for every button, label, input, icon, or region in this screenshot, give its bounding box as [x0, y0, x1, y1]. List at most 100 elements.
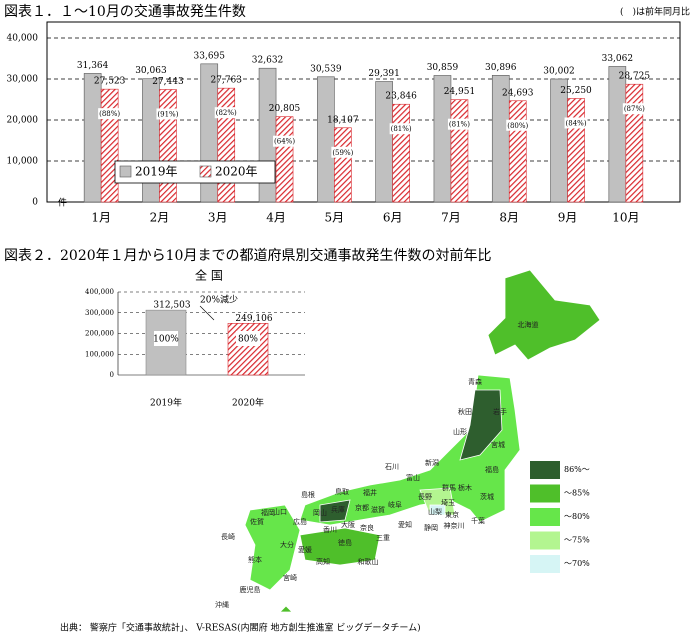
- map-shape: [299, 374, 521, 526]
- prefecture-label: 長野: [418, 493, 432, 501]
- prefecture-label: 広島: [293, 517, 307, 526]
- legend-label: ～70%: [564, 559, 590, 568]
- y-tick-label: 0: [32, 198, 38, 208]
- value-label: 25,250: [560, 86, 592, 96]
- chart2-title: 全 国: [195, 268, 223, 283]
- bar: [392, 103, 410, 203]
- y-tick-label: 40,000: [7, 34, 39, 44]
- x-tick-label: 1月: [91, 211, 111, 225]
- map-shape: [419, 487, 456, 516]
- prefecture-label: 鹿児島: [240, 585, 261, 594]
- ratio-label: (81%): [391, 125, 412, 133]
- y-tick-label: 400,000: [85, 288, 114, 296]
- value-label: 18,107: [327, 115, 359, 125]
- bar: [508, 100, 527, 203]
- prefecture-label: 徳島: [338, 538, 352, 547]
- legend-swatch: [530, 484, 560, 503]
- share-bg: [154, 331, 178, 346]
- x-tick-label: 3月: [208, 211, 228, 225]
- fig1-title: 図表１．１～10月の交通事故発生件数: [4, 3, 246, 20]
- value-label: 27,763: [211, 76, 243, 86]
- map-shape: [279, 605, 293, 613]
- prefecture-label: 奈良: [360, 523, 374, 532]
- bar: [275, 116, 294, 203]
- value-label: 30,859: [427, 63, 459, 73]
- prefecture-label: 岩手: [493, 407, 507, 416]
- prefecture-label: 東京: [445, 510, 459, 519]
- map-shape: [459, 389, 503, 461]
- value-label: 30,896: [485, 63, 517, 73]
- value-label: 20,805: [269, 104, 301, 114]
- prefecture-label: 鳥取: [335, 487, 349, 496]
- value-label: 30,002: [543, 66, 575, 76]
- prefecture-label: 島根: [301, 490, 315, 499]
- bar: [550, 78, 568, 203]
- y-tick-label: 0: [110, 371, 114, 379]
- annotation-arrow: [199, 305, 215, 321]
- bar: [217, 87, 236, 203]
- x-tick-label: 9月: [558, 211, 578, 225]
- x-tick-label: 6月: [383, 211, 403, 225]
- prefecture-label: 兵庫: [331, 505, 345, 514]
- prefecture-label: 群馬: [442, 483, 456, 492]
- legend-box: [114, 160, 276, 184]
- prefecture-label: 愛媛: [298, 545, 312, 554]
- annotation: 20%減少: [200, 294, 238, 306]
- value-label: 28,725: [619, 72, 651, 82]
- ratio-label: (84%): [566, 119, 587, 127]
- ratio-bg: [331, 146, 355, 158]
- prefecture-label: 福岡: [261, 508, 275, 517]
- prefecture-label: 佐賀: [250, 517, 264, 526]
- legend-label: 2019年: [135, 165, 178, 179]
- prefecture-label: 宮城: [491, 440, 505, 449]
- ratio-bg: [564, 117, 588, 129]
- bar: [159, 89, 177, 203]
- ratio-label: (88%): [99, 110, 120, 118]
- x-tick-label: 7月: [441, 211, 461, 225]
- ratio-bg: [506, 119, 530, 131]
- y-tick-label: 200,000: [85, 330, 114, 338]
- prefecture-label: 大分: [280, 540, 294, 549]
- legend-label: 86%～: [564, 465, 590, 474]
- legend-swatch: [530, 531, 560, 550]
- prefecture-label: 青森: [468, 377, 482, 386]
- ratio-bg: [622, 103, 646, 115]
- ratio-bg: [98, 108, 122, 120]
- prefecture-label: 沖縄: [215, 600, 229, 609]
- map-shape: [429, 504, 446, 516]
- prefecture-label: 大阪: [341, 520, 355, 529]
- prefecture-label: 岐阜: [388, 500, 402, 509]
- x-tick-label: 2月: [150, 211, 170, 225]
- ratio-bg: [156, 108, 180, 120]
- prefecture-label: 長崎: [221, 532, 235, 541]
- legend-label: 2020年: [215, 165, 258, 179]
- share-bg: [236, 331, 260, 346]
- prefecture-label: 愛知: [398, 520, 412, 529]
- y-tick-label: 30,000: [7, 75, 39, 85]
- ratio-bg: [214, 107, 238, 119]
- legend-swatch: [530, 461, 560, 479]
- prefecture-label: 福井: [363, 488, 377, 497]
- value-label: 32,632: [252, 56, 284, 66]
- prefecture-label: 熊本: [248, 555, 262, 564]
- prefecture-label: 宮崎: [283, 573, 297, 582]
- plot-frame: [46, 21, 681, 203]
- value-label: 23,846: [385, 92, 417, 102]
- ratio-label: (82%): [216, 109, 237, 117]
- prefecture-label: 富山: [406, 473, 420, 482]
- value-label: 30,063: [135, 66, 167, 76]
- prefecture-label: 滋賀: [371, 505, 385, 514]
- ratio-label: (59%): [332, 149, 353, 157]
- source: 出典： 警察庁「交通事故統計」、 V-RESAS(内閣府 地方創生推進室 ビッグ…: [60, 622, 421, 634]
- bar: [334, 127, 352, 203]
- prefecture-label: 和歌山: [358, 557, 379, 566]
- prefecture-label: 新潟: [425, 458, 439, 467]
- prefecture-label: 埼玉: [441, 498, 455, 507]
- fig2-title: 図表２．2020年１月から10月までの都道府県別交通事故発生件数の対前年比: [4, 247, 491, 264]
- ratio-label: (64%): [274, 138, 295, 146]
- ratio-label: (87%): [624, 105, 645, 113]
- y-tick-label: 10,000: [7, 157, 39, 167]
- x-tick-label: 4月: [266, 211, 286, 225]
- prefecture-label: 山梨: [428, 507, 442, 516]
